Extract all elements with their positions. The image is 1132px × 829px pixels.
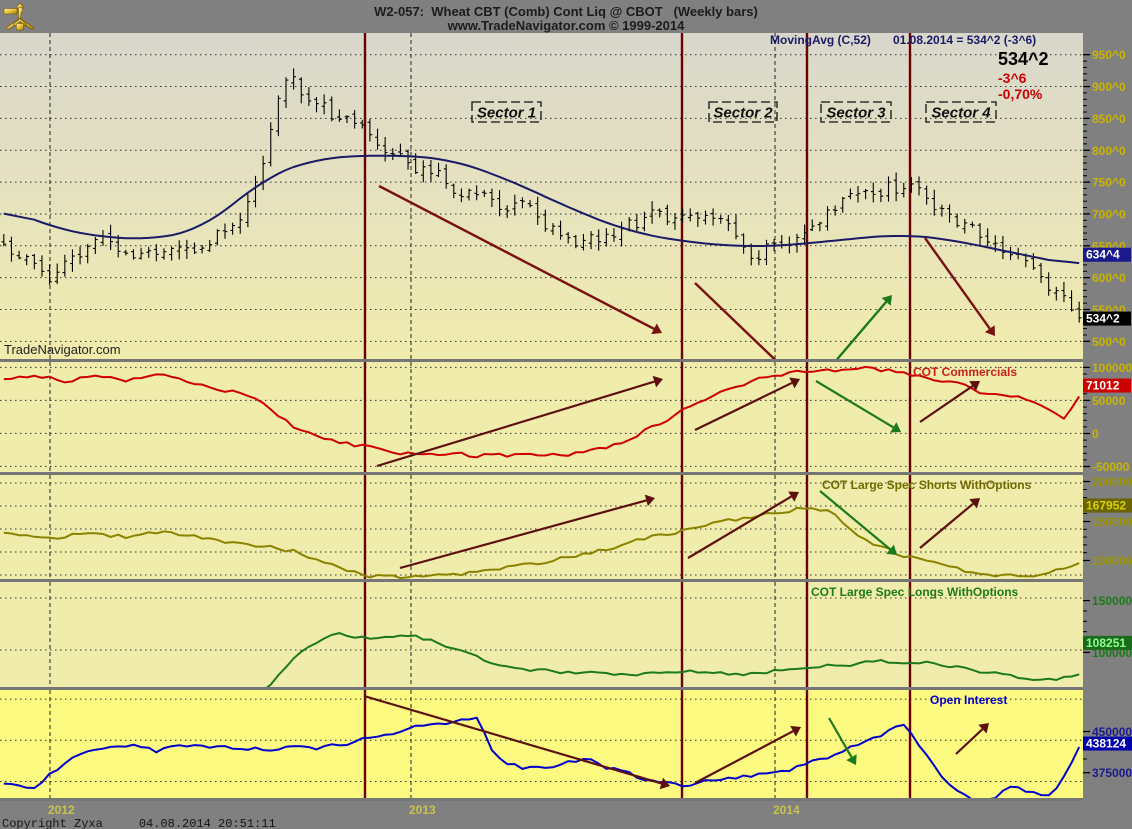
svg-text:634^4: 634^4 <box>1086 248 1120 262</box>
svg-text:-50000: -50000 <box>1092 460 1130 474</box>
svg-text:MovingAvg (C,52): MovingAvg (C,52) <box>770 33 871 47</box>
svg-text:100000: 100000 <box>1092 554 1132 568</box>
svg-text:TradeNavigator.com: TradeNavigator.com <box>4 342 121 357</box>
svg-text:850^0: 850^0 <box>1092 112 1126 126</box>
svg-text:50000: 50000 <box>1092 394 1126 408</box>
svg-text:Sector 4: Sector 4 <box>931 105 991 122</box>
svg-text:108251: 108251 <box>1086 636 1126 650</box>
svg-text:800^0: 800^0 <box>1092 144 1126 158</box>
svg-text:167952: 167952 <box>1086 498 1126 512</box>
svg-text:150000: 150000 <box>1092 515 1132 529</box>
svg-text:534^2: 534^2 <box>1086 312 1120 326</box>
svg-text:COT Large Spec Longs WithOptio: COT Large Spec Longs WithOptions <box>811 585 1019 599</box>
svg-text:438124: 438124 <box>1086 737 1126 751</box>
svg-text:375000: 375000 <box>1092 766 1132 780</box>
svg-text:500^0: 500^0 <box>1092 335 1126 349</box>
svg-text:750^0: 750^0 <box>1092 176 1126 190</box>
svg-text:950^0: 950^0 <box>1092 48 1126 62</box>
svg-text:100000: 100000 <box>1092 361 1132 375</box>
svg-text:700^0: 700^0 <box>1092 207 1126 221</box>
svg-text:0: 0 <box>1092 427 1099 441</box>
svg-text:01.08.2014 = 534^2 (-3^6): 01.08.2014 = 534^2 (-3^6) <box>893 33 1036 47</box>
svg-text:71012: 71012 <box>1086 379 1120 393</box>
svg-text:900^0: 900^0 <box>1092 80 1126 94</box>
svg-text:200000: 200000 <box>1092 475 1132 489</box>
svg-text:Sector 2: Sector 2 <box>713 105 773 122</box>
svg-text:150000: 150000 <box>1092 594 1132 608</box>
svg-text:Sector 3: Sector 3 <box>826 105 886 122</box>
svg-text:COT Commercials: COT Commercials <box>913 365 1017 379</box>
svg-text:Open Interest: Open Interest <box>930 693 1007 707</box>
svg-text:600^0: 600^0 <box>1092 271 1126 285</box>
svg-text:Sector 1: Sector 1 <box>477 105 536 122</box>
svg-text:COT Large Spec Shorts WithOpti: COT Large Spec Shorts WithOptions <box>822 478 1032 492</box>
